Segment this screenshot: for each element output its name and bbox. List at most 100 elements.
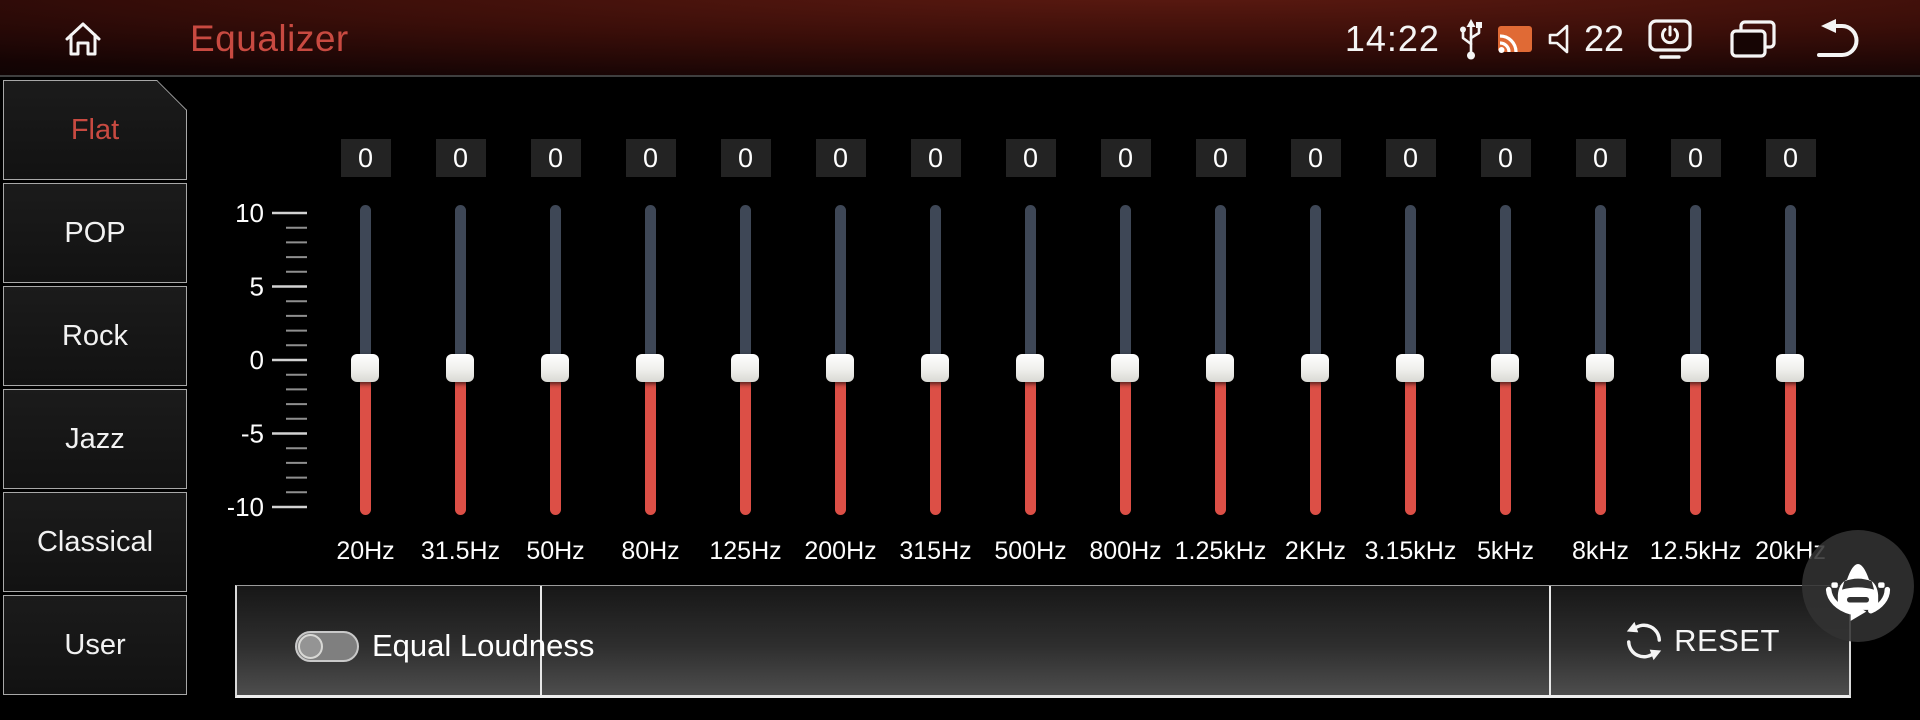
volume-icon (1546, 23, 1578, 55)
band-frequency-label: 50Hz (526, 537, 585, 565)
band-frequency-label: 3.15kHz (1364, 537, 1457, 565)
equal-loudness-label: Equal Loudness (372, 628, 595, 663)
slider-thumb[interactable] (1016, 354, 1044, 382)
eq-band: 0 1.25kHz (1173, 110, 1268, 566)
band-slider[interactable] (826, 205, 854, 515)
band-frequency-label: 8kHz (1572, 537, 1629, 565)
slider-thumb[interactable] (1586, 354, 1614, 382)
band-slider[interactable] (1776, 205, 1804, 515)
slider-thumb[interactable] (541, 354, 569, 382)
slider-track-upper (1500, 205, 1511, 357)
slider-thumb[interactable] (636, 354, 664, 382)
band-value-box: 0 (1765, 139, 1816, 177)
band-slider[interactable] (446, 205, 474, 515)
sidebar-preset-item[interactable]: Flat (3, 80, 187, 180)
slider-thumb[interactable] (1491, 354, 1519, 382)
eq-band: 0 5kHz (1458, 110, 1553, 566)
eq-band: 0 50Hz (508, 110, 603, 566)
band-value-box: 0 (1100, 139, 1151, 177)
band-value-box: 0 (815, 139, 866, 177)
sidebar-preset-item[interactable]: Rock (3, 286, 187, 386)
band-slider[interactable] (731, 205, 759, 515)
sidebar-preset-item[interactable]: Classical (3, 492, 187, 592)
band-value-box: 0 (1385, 139, 1436, 177)
svg-text:10: 10 (235, 198, 264, 228)
slider-track-lower (1310, 382, 1321, 515)
band-value-box: 0 (435, 139, 486, 177)
band-frequency-label: 5kHz (1477, 537, 1534, 565)
band-frequency-label: 125Hz (709, 537, 782, 565)
slider-thumb[interactable] (826, 354, 854, 382)
slider-track-upper (930, 205, 941, 357)
band-slider[interactable] (1206, 205, 1234, 515)
volume-level: 22 (1583, 17, 1624, 59)
slider-track-upper (835, 205, 846, 357)
band-slider[interactable] (1301, 205, 1329, 515)
slider-thumb[interactable] (1681, 354, 1709, 382)
slider-track-upper (1405, 205, 1416, 357)
slider-thumb[interactable] (1396, 354, 1424, 382)
preset-label: Jazz (65, 422, 125, 455)
footer-bar: Equal Loudness RESET (235, 585, 1851, 698)
status-bar: 14:22 (1345, 0, 1864, 77)
slider-thumb[interactable] (351, 354, 379, 382)
band-slider[interactable] (1586, 205, 1614, 515)
recents-icon[interactable] (1728, 19, 1778, 59)
slider-track-upper (1595, 205, 1606, 357)
band-value-box: 0 (910, 139, 961, 177)
eq-band: 0 800Hz (1078, 110, 1173, 566)
eq-band: 0 2KHz (1268, 110, 1363, 566)
band-frequency-label: 31.5Hz (420, 537, 501, 565)
slider-thumb[interactable] (1206, 354, 1234, 382)
slider-thumb[interactable] (731, 354, 759, 382)
band-value-box: 0 (1480, 139, 1531, 177)
sidebar-preset-item[interactable]: POP (3, 183, 187, 283)
slider-track-upper (1690, 205, 1701, 357)
band-slider[interactable] (351, 205, 379, 515)
band-frequency-label: 500Hz (994, 537, 1067, 565)
slider-thumb[interactable] (1301, 354, 1329, 382)
band-slider[interactable] (636, 205, 664, 515)
eq-band: 0 200Hz (793, 110, 888, 566)
eq-band: 0 20Hz (318, 110, 413, 566)
band-slider[interactable] (541, 205, 569, 515)
slider-track-lower (930, 382, 941, 515)
eq-band: 0 8kHz (1553, 110, 1648, 566)
cast-icon (1496, 24, 1534, 54)
slider-track-upper (455, 205, 466, 357)
band-value-box: 0 (530, 139, 581, 177)
sidebar-preset-item[interactable]: Jazz (3, 389, 187, 489)
slider-track-lower (360, 382, 371, 515)
page-title: Equalizer (190, 17, 349, 59)
band-slider[interactable] (1396, 205, 1424, 515)
band-slider[interactable] (1681, 205, 1709, 515)
band-frequency-label: 2KHz (1284, 537, 1347, 565)
car-mode-button[interactable] (1802, 530, 1914, 642)
band-value-box: 0 (1670, 139, 1721, 177)
band-slider[interactable] (1491, 205, 1519, 515)
equal-loudness-toggle[interactable] (295, 631, 359, 662)
reset-button[interactable]: RESET (1550, 586, 1853, 695)
sidebar-preset-item[interactable]: User (3, 595, 187, 695)
slider-track-lower (835, 382, 846, 515)
band-slider[interactable] (1111, 205, 1139, 515)
reset-label: RESET (1674, 622, 1780, 658)
slider-track-upper (1785, 205, 1796, 357)
slider-track-lower (1690, 382, 1701, 515)
svg-text:-5: -5 (241, 419, 264, 449)
clock: 14:22 (1344, 17, 1440, 59)
slider-thumb[interactable] (1111, 354, 1139, 382)
slider-thumb[interactable] (921, 354, 949, 382)
back-icon[interactable] (1812, 18, 1864, 60)
band-slider[interactable] (1016, 205, 1044, 515)
slider-track-lower (645, 382, 656, 515)
band-value-box: 0 (720, 139, 771, 177)
band-slider[interactable] (921, 205, 949, 515)
preset-label: Rock (61, 319, 129, 352)
home-button[interactable] (58, 14, 108, 64)
eq-band: 0 80Hz (603, 110, 698, 566)
screen-power-icon[interactable] (1646, 18, 1694, 60)
slider-thumb[interactable] (1776, 354, 1804, 382)
band-frequency-label: 20Hz (336, 537, 395, 565)
slider-thumb[interactable] (446, 354, 474, 382)
